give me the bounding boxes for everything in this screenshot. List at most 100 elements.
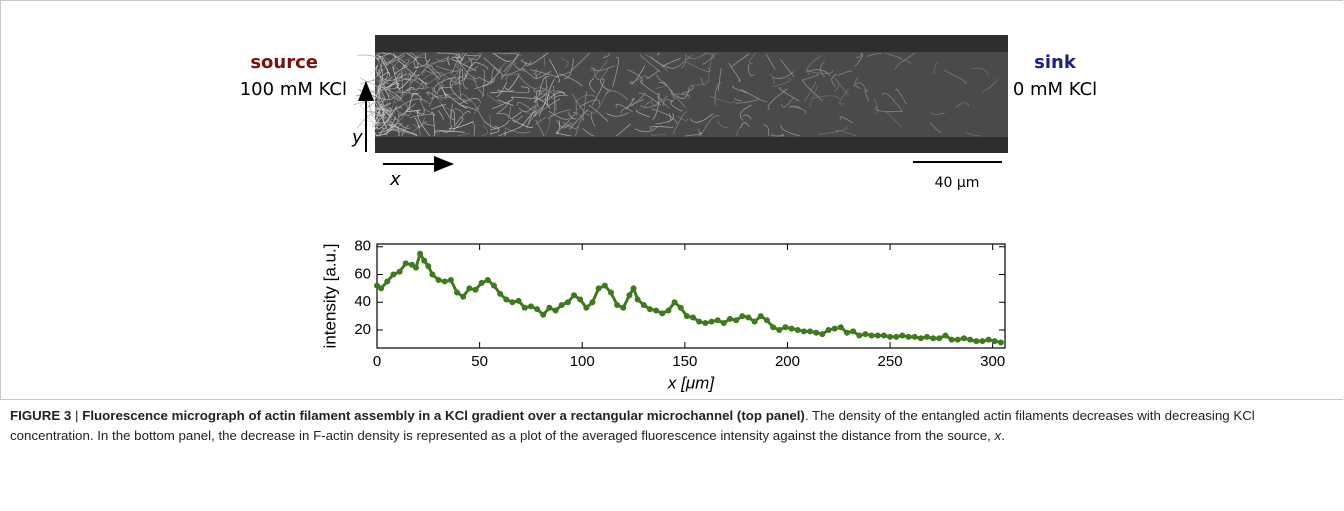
filament — [538, 86, 556, 100]
filament — [460, 52, 465, 60]
filament — [700, 77, 705, 87]
filament — [780, 59, 795, 78]
filament — [748, 52, 756, 64]
data-point — [595, 285, 602, 292]
filament — [854, 76, 862, 90]
data-point — [429, 271, 436, 278]
filament — [379, 55, 405, 66]
source-conc: 100 mM KCl — [240, 79, 347, 100]
filament — [839, 116, 854, 124]
filament — [458, 98, 482, 105]
filament — [431, 86, 448, 100]
filament — [732, 86, 747, 94]
filament — [582, 128, 595, 137]
filament — [780, 125, 801, 137]
data-point — [720, 320, 727, 327]
data-point — [991, 338, 998, 345]
filament — [966, 132, 982, 137]
filament — [525, 52, 549, 66]
caption-end: . — [1001, 428, 1005, 443]
filament — [582, 91, 588, 121]
filament — [414, 118, 421, 129]
filament — [570, 52, 590, 71]
filament — [835, 130, 857, 137]
x-tick-label: 50 — [471, 353, 488, 370]
filament — [529, 89, 554, 102]
filament — [789, 105, 806, 115]
filament — [575, 110, 591, 137]
filament — [532, 70, 543, 75]
filament — [606, 90, 629, 101]
data-point — [412, 264, 419, 271]
filament — [616, 123, 631, 137]
data-point — [936, 335, 943, 342]
filament — [804, 81, 817, 102]
filament — [375, 124, 396, 137]
filament — [379, 65, 383, 86]
data-point — [726, 315, 733, 322]
filament — [382, 107, 405, 128]
plot: 0 50 100 150 200 250 300 20 40 60 80 intensity [a.u… — [320, 238, 1006, 392]
filament — [469, 122, 476, 137]
filament — [438, 101, 451, 110]
data-point — [979, 338, 986, 345]
data-point — [776, 326, 783, 333]
caption-text: . The density of the entangled actin fil… — [10, 408, 1255, 443]
filament — [543, 53, 545, 67]
filament — [646, 69, 660, 79]
data-point — [794, 326, 801, 333]
filament — [453, 110, 471, 128]
sink-label: sink — [1034, 52, 1077, 73]
filament — [538, 93, 551, 117]
filament — [369, 64, 379, 75]
data-point — [924, 333, 931, 340]
filament — [636, 109, 650, 118]
caption-label: FIGURE 3 — [10, 408, 72, 423]
filament — [881, 92, 903, 112]
filament — [409, 113, 436, 118]
filament — [831, 73, 838, 87]
filament — [538, 75, 550, 97]
filament — [742, 114, 752, 120]
y-tick-label: 80 — [354, 238, 371, 255]
filaments — [353, 52, 999, 137]
filament — [529, 107, 546, 125]
x-axis-label: x [μm] — [667, 373, 715, 392]
filament — [380, 106, 385, 117]
channel — [375, 52, 1008, 137]
data-point — [850, 328, 857, 335]
data-point — [503, 296, 510, 303]
filament — [395, 91, 422, 103]
filament — [895, 88, 907, 105]
data-point — [997, 339, 1004, 346]
plot-frame — [376, 243, 1006, 349]
filament — [639, 54, 661, 73]
filament — [457, 133, 470, 137]
filament — [730, 53, 750, 68]
filament — [626, 69, 643, 85]
filament — [394, 87, 413, 104]
filament — [418, 77, 428, 85]
filament — [658, 82, 676, 100]
data-point — [683, 313, 690, 320]
filament — [770, 134, 785, 137]
filament — [390, 93, 398, 117]
data-point — [960, 335, 967, 342]
filament — [449, 110, 452, 126]
caption-separator: | — [75, 408, 79, 423]
filament — [508, 105, 512, 119]
data-point — [484, 277, 491, 284]
filament — [929, 122, 941, 133]
filament — [426, 91, 440, 100]
filament — [381, 88, 403, 100]
filament — [650, 133, 666, 136]
caption-variable: x — [994, 428, 1002, 443]
filament — [405, 52, 425, 67]
filament — [554, 94, 569, 98]
data-point — [607, 289, 614, 296]
filament — [672, 111, 688, 135]
data-point — [831, 325, 838, 332]
filament — [943, 69, 967, 84]
data-point — [665, 307, 672, 314]
filament — [495, 52, 522, 56]
